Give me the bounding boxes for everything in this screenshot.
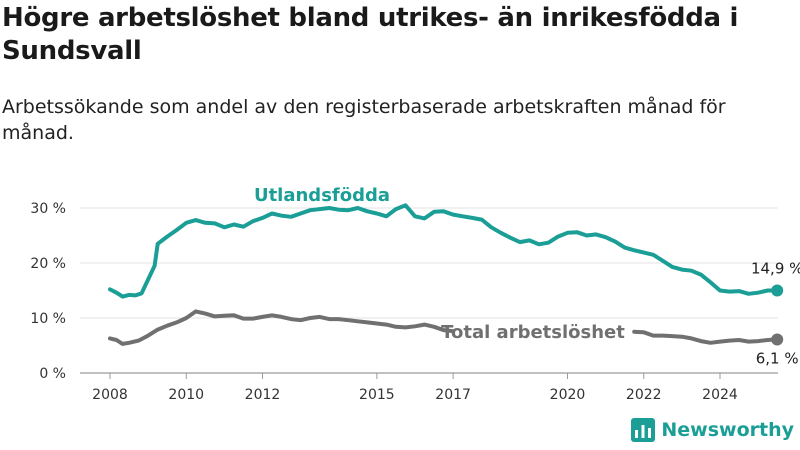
bar-chart-logo-icon <box>631 418 656 442</box>
series-line-utlandsfodda <box>108 203 780 299</box>
series-label-total-arbetsloshet: Total arbetslöshet <box>441 322 625 343</box>
x-tick-label: 2022 <box>626 387 662 403</box>
brand-name: Newsworthy <box>661 419 794 441</box>
y-tick-label: 10 % <box>30 311 66 327</box>
end-point-utlandsfodda <box>771 284 784 297</box>
chart-subtitle: Arbetssökande som andel av den registerb… <box>2 96 726 144</box>
series-line-total-arbetsloshet <box>108 309 456 346</box>
x-tick-label: 2015 <box>359 387 395 403</box>
x-tick-label: 2012 <box>245 387 281 403</box>
series-line-total-arbetsloshet <box>632 329 780 345</box>
x-tick-label: 2017 <box>435 387 471 403</box>
chart-title: Högre arbetslöshet bland utrikes- än inr… <box>2 3 739 66</box>
series-label-utlandsfodda: Utlandsfödda <box>254 185 390 206</box>
y-tick-label: 20 % <box>30 256 66 272</box>
y-tick-label: 30 % <box>30 201 66 217</box>
end-label-utlandsfodda: 14,9 % <box>751 260 800 278</box>
x-tick-label: 2020 <box>550 387 586 403</box>
y-tick-label: 0 % <box>39 366 66 382</box>
x-tick-label: 2008 <box>92 387 128 403</box>
x-axis: 2008 2010 2012 2015 2017 2020 2022 2024 <box>92 373 738 403</box>
x-tick-label: 2010 <box>168 387 204 403</box>
series-labels: 14,9 % 6,1 % Utlandsfödda Total arbetslöshe… <box>254 185 800 367</box>
end-point-total-arbetsloshet <box>771 333 784 346</box>
series-lines <box>108 203 784 346</box>
x-tick-label: 2024 <box>702 387 738 403</box>
grid-lines <box>80 207 778 374</box>
end-label-total-arbetsloshet: 6,1 % <box>756 349 799 367</box>
y-axis: 0 % 10 % 20 % 30 % <box>30 201 66 382</box>
newsworthy-logo: Newsworthy <box>631 418 794 442</box>
